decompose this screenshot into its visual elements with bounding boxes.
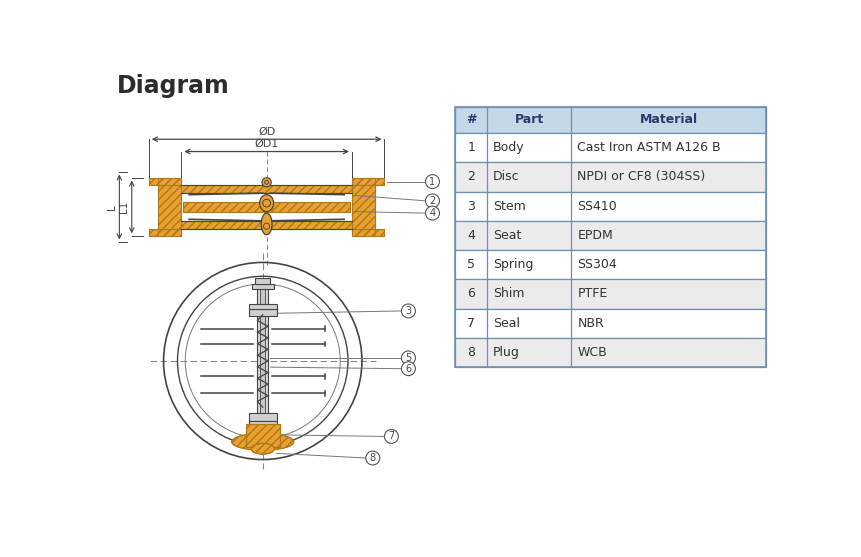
FancyBboxPatch shape — [149, 228, 181, 236]
Text: NPDI or CF8 (304SS): NPDI or CF8 (304SS) — [577, 170, 705, 183]
FancyBboxPatch shape — [181, 221, 351, 228]
Text: 3: 3 — [405, 306, 411, 316]
FancyBboxPatch shape — [249, 304, 276, 309]
Text: Spring: Spring — [492, 258, 533, 271]
Text: Seal: Seal — [492, 317, 519, 330]
Text: Part: Part — [514, 114, 543, 126]
FancyBboxPatch shape — [455, 221, 765, 250]
Circle shape — [425, 194, 439, 208]
Circle shape — [425, 206, 439, 220]
FancyBboxPatch shape — [455, 250, 765, 280]
Text: ØD1: ØD1 — [254, 139, 278, 149]
Text: L: L — [107, 204, 117, 210]
Text: 6: 6 — [405, 364, 411, 374]
Text: L1: L1 — [120, 201, 129, 213]
FancyBboxPatch shape — [455, 107, 765, 133]
Text: 7: 7 — [387, 432, 394, 442]
FancyBboxPatch shape — [251, 284, 273, 290]
Ellipse shape — [261, 213, 272, 234]
Ellipse shape — [259, 194, 273, 212]
Circle shape — [384, 429, 398, 443]
Text: WCB: WCB — [577, 346, 606, 359]
Text: Body: Body — [492, 141, 524, 154]
FancyBboxPatch shape — [351, 178, 375, 236]
FancyBboxPatch shape — [455, 309, 765, 338]
Text: 2: 2 — [429, 196, 435, 206]
Text: 4: 4 — [429, 208, 435, 218]
Text: 1: 1 — [467, 141, 474, 154]
Text: EPDM: EPDM — [577, 229, 612, 242]
FancyBboxPatch shape — [257, 282, 268, 439]
Circle shape — [401, 304, 415, 318]
FancyBboxPatch shape — [183, 202, 350, 212]
Text: 7: 7 — [467, 317, 474, 330]
Circle shape — [401, 361, 415, 375]
FancyBboxPatch shape — [255, 278, 270, 284]
Text: 3: 3 — [467, 200, 474, 213]
Text: #: # — [466, 114, 476, 126]
Text: Stem: Stem — [492, 200, 525, 213]
Text: NBR: NBR — [577, 317, 604, 330]
Ellipse shape — [232, 433, 294, 450]
Ellipse shape — [251, 443, 274, 454]
FancyBboxPatch shape — [249, 413, 276, 421]
Text: 4: 4 — [467, 229, 474, 242]
Text: Shim: Shim — [492, 287, 523, 300]
Text: Material: Material — [639, 114, 697, 126]
FancyBboxPatch shape — [455, 133, 765, 162]
Text: 2: 2 — [467, 170, 474, 183]
Text: 8: 8 — [369, 453, 375, 463]
FancyBboxPatch shape — [245, 424, 280, 447]
FancyBboxPatch shape — [455, 338, 765, 367]
Text: Cast Iron ASTM A126 B: Cast Iron ASTM A126 B — [577, 141, 720, 154]
FancyBboxPatch shape — [149, 178, 181, 185]
FancyBboxPatch shape — [351, 228, 384, 236]
Text: 5: 5 — [467, 258, 474, 271]
Text: PTFE: PTFE — [577, 287, 607, 300]
Text: ØD: ØD — [257, 127, 275, 137]
FancyBboxPatch shape — [455, 280, 765, 309]
FancyBboxPatch shape — [351, 178, 384, 185]
Circle shape — [365, 451, 380, 465]
Circle shape — [401, 351, 415, 365]
Text: 8: 8 — [467, 346, 474, 359]
Text: 6: 6 — [467, 287, 474, 300]
Text: 1: 1 — [429, 177, 435, 187]
FancyBboxPatch shape — [158, 178, 181, 236]
Text: 5: 5 — [405, 353, 411, 363]
FancyBboxPatch shape — [181, 185, 351, 193]
Text: Seat: Seat — [492, 229, 521, 242]
Text: Plug: Plug — [492, 346, 519, 359]
FancyBboxPatch shape — [455, 192, 765, 221]
FancyBboxPatch shape — [260, 286, 265, 436]
Text: Disc: Disc — [492, 170, 519, 183]
FancyBboxPatch shape — [249, 421, 276, 426]
Text: SS304: SS304 — [577, 258, 616, 271]
FancyBboxPatch shape — [455, 162, 765, 192]
Text: SS410: SS410 — [577, 200, 616, 213]
FancyBboxPatch shape — [249, 309, 276, 316]
Circle shape — [425, 175, 439, 188]
Circle shape — [262, 178, 271, 187]
Text: Diagram: Diagram — [117, 74, 230, 98]
